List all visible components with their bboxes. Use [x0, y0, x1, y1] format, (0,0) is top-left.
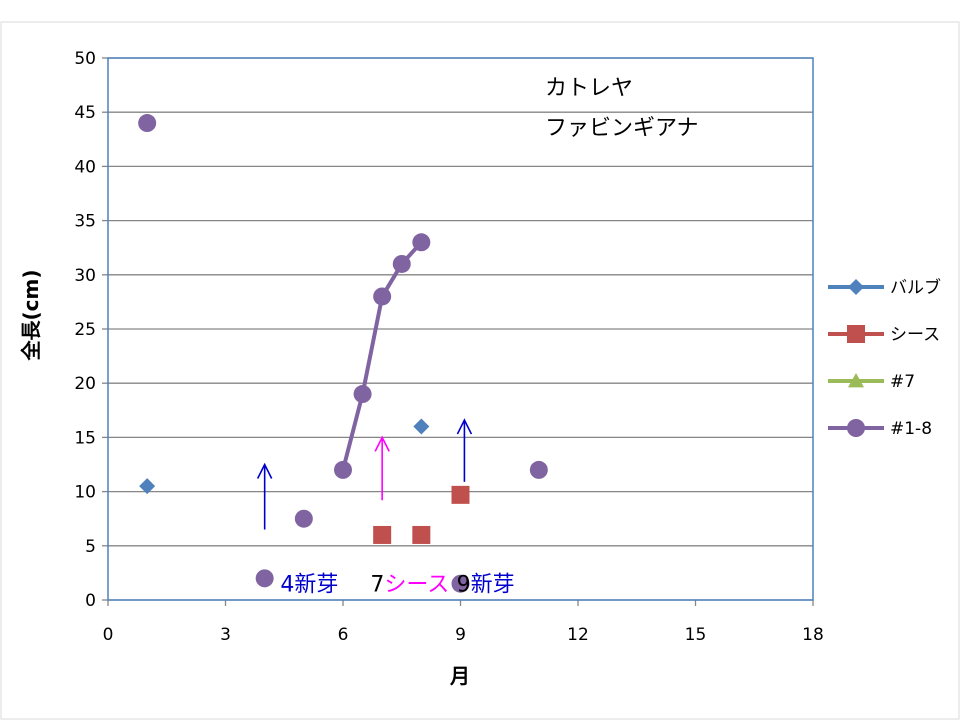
data-point [392, 254, 411, 273]
legend-label: シース [890, 325, 940, 345]
data-point [294, 509, 313, 528]
data-point [451, 485, 470, 504]
legend-marker [847, 325, 865, 343]
data-point [138, 114, 157, 133]
y-tick-label: 35 [74, 212, 96, 232]
legend-marker [847, 419, 865, 437]
data-point [529, 460, 548, 479]
legend-marker [848, 373, 864, 388]
data-point [373, 287, 392, 306]
data-point [451, 574, 470, 593]
y-tick-label: 5 [85, 537, 96, 557]
legend-item: #7 [828, 372, 915, 392]
annotation-arrow [256, 462, 273, 530]
x-tick-labels: 0 3 6 9 12 15 18 [103, 625, 824, 645]
y-axis-title: 全長(cm) [19, 270, 43, 362]
annotation-arrows [256, 418, 473, 530]
x-tick-label: 9 [455, 625, 466, 645]
y-tick-label: 50 [74, 49, 96, 69]
annotations: 4新芽 7シース 9新芽 [280, 573, 514, 598]
legend-marker [848, 279, 864, 295]
y-tick-label: 10 [74, 483, 96, 503]
y-tick-label: 40 [74, 157, 96, 177]
x-tick-label: 12 [567, 625, 589, 645]
data-point [412, 233, 431, 252]
data-point [413, 418, 430, 435]
chart-area-border [0, 21, 960, 720]
legend-label: #7 [890, 372, 915, 392]
chart-title-line-2: ファビンギアナ [545, 116, 699, 141]
x-tick-label: 0 [103, 625, 114, 645]
x-tick-label: 3 [220, 625, 231, 645]
x-tick-label: 6 [338, 625, 349, 645]
legend-label: #1-8 [890, 419, 932, 439]
legend-label: バルブ [890, 277, 941, 298]
annotation-arrow [456, 418, 473, 482]
data-point [412, 525, 431, 544]
x-tick-label: 15 [685, 625, 707, 645]
y-tick-label: 45 [74, 103, 96, 123]
y-tick-labels: 0 5 10 15 20 25 30 35 40 45 50 [74, 49, 96, 611]
annotation-label: 7シース [370, 573, 449, 598]
legend-item: シース [828, 325, 940, 345]
data-point [139, 478, 156, 495]
annotation-label: 4新芽 [280, 573, 338, 598]
x-tick-label: 18 [802, 625, 824, 645]
chart-title-line-1: カトレヤ [545, 76, 633, 101]
y-tick-label: 20 [74, 374, 96, 394]
y-tick-label: 0 [85, 591, 96, 611]
data-point [353, 385, 372, 404]
legend-item: バルブ [828, 277, 941, 298]
data-point [255, 569, 274, 588]
legend-item: #1-8 [828, 419, 932, 439]
plot-area-border [107, 57, 814, 601]
y-tick-label: 15 [74, 428, 96, 448]
y-tick-label: 25 [74, 320, 96, 340]
x-axis-title: 月 [449, 664, 470, 688]
data-point [373, 525, 392, 544]
data-point [334, 460, 352, 479]
y-tick-label: 30 [74, 266, 96, 286]
annotation-arrow [374, 435, 390, 501]
data-points [138, 114, 548, 593]
annotation-label: 9新芽 [457, 573, 515, 598]
